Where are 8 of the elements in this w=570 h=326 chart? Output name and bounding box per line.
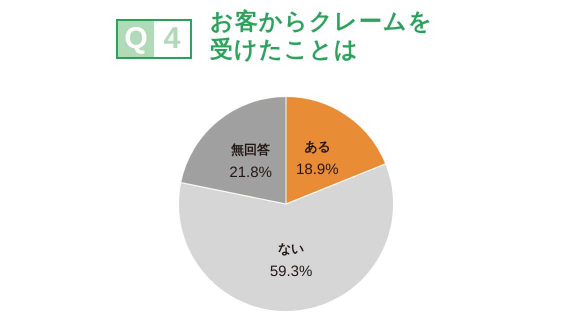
slice-label: ある [304, 140, 330, 156]
chart-subtitle: Q 4 [118, 21, 190, 57]
data-label: 18.9% [296, 160, 339, 178]
slice-label: ない [278, 242, 304, 258]
chart-title: お客からクレームを受けたことは [210, 8, 434, 64]
slice-label: 無回答 [230, 143, 270, 158]
data-label: 59.3% [270, 262, 312, 280]
data-label: 21.8% [229, 164, 272, 181]
